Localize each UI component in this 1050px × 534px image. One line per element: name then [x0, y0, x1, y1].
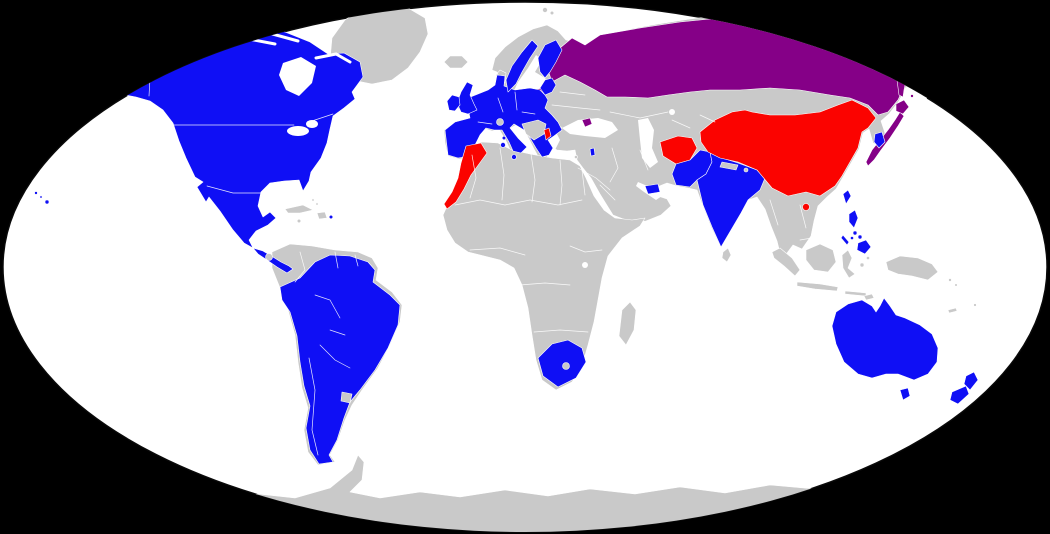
region-tasmania [899, 387, 911, 401]
region-bhutan [743, 167, 749, 173]
region-jamaica [296, 218, 302, 224]
region-cuba [284, 204, 314, 214]
region-hispaniola [316, 211, 328, 220]
region-nicaragua [265, 253, 273, 261]
great-lakes-2 [306, 120, 318, 128]
region-philippines-palawan [840, 234, 850, 246]
region-hawaii-1 [34, 191, 38, 195]
region-new-zealand-south [949, 385, 970, 405]
hudson-strait [314, 52, 352, 64]
region-ireland [446, 94, 461, 112]
region-solomon [948, 278, 952, 282]
region-madagascar [618, 301, 637, 346]
region-philippines-mindanao [856, 239, 872, 255]
region-india [696, 151, 766, 248]
region-sardinia [500, 142, 506, 148]
aral-sea [669, 109, 675, 115]
border-us-mexico [206, 185, 262, 194]
region-timor [863, 293, 875, 301]
region-hokkaido [895, 99, 910, 115]
region-uae [644, 183, 661, 195]
black-sea [562, 118, 618, 138]
lake-victoria [582, 262, 588, 268]
region-java [796, 281, 839, 292]
region-australia [831, 297, 939, 381]
region-moluccas [859, 262, 865, 268]
region-nepal [719, 161, 739, 171]
hudson-bay [279, 57, 316, 96]
region-crimea [581, 117, 593, 128]
region-bahamas [311, 198, 315, 202]
region-new-caledonia [947, 307, 958, 314]
region-philippines-v1 [852, 230, 858, 236]
region-solomon-2 [954, 283, 958, 287]
region-china [699, 99, 877, 197]
region-svalbard-2 [549, 10, 555, 16]
borders-indochina [769, 199, 813, 241]
region-albania [543, 127, 552, 141]
region-iceland [443, 55, 469, 69]
region-new-zealand-north [963, 371, 979, 391]
region-taiwan [842, 189, 852, 205]
region-svalbard [542, 7, 548, 13]
region-hawaii-3 [44, 199, 50, 205]
region-africa [442, 141, 646, 391]
region-bahamas-2 [315, 202, 319, 206]
region-sweden [505, 39, 539, 93]
region-sulawesi [841, 249, 856, 279]
region-israel [589, 147, 596, 157]
region-philippines-v2 [857, 234, 863, 240]
region-west-balkans [521, 119, 547, 141]
great-lakes-1 [287, 126, 309, 136]
region-fiji [973, 303, 977, 307]
region-new-guinea [885, 255, 939, 281]
borders-africa-north [454, 147, 586, 206]
region-lesotho [562, 362, 570, 370]
region-south-korea [873, 131, 886, 149]
borders-europe [477, 91, 536, 125]
region-sicily [511, 154, 517, 160]
region-uruguay [340, 391, 353, 404]
caspian-sea [638, 118, 658, 168]
region-borneo [805, 243, 837, 273]
region-kurils-1 [910, 94, 914, 98]
baltic-sea [512, 55, 548, 98]
region-afghanistan [659, 135, 698, 165]
region-hainan [802, 203, 810, 211]
region-sri-lanka [721, 247, 732, 263]
internal-borders [148, 42, 813, 456]
borders-east-europe [551, 91, 601, 111]
borders-central-asia [609, 111, 716, 129]
borders-south-america [294, 251, 359, 456]
region-sumatra [771, 247, 801, 277]
region-hawaii-2 [39, 195, 43, 199]
region-philippines-v3 [850, 236, 854, 240]
region-philippines-luzon [848, 209, 859, 229]
region-switzerland [496, 118, 504, 126]
region-puerto-rico [328, 214, 334, 220]
region-corsica [501, 135, 507, 141]
region-morocco [443, 142, 488, 210]
borders-africa-central [469, 245, 603, 333]
region-finland [537, 39, 563, 79]
region-south-africa [537, 339, 587, 388]
region-baltics [539, 77, 557, 96]
inland-water-na [279, 57, 318, 136]
borders-middle-east [577, 147, 649, 201]
region-moluccas-2 [866, 256, 870, 260]
region-cyprus [574, 155, 578, 159]
